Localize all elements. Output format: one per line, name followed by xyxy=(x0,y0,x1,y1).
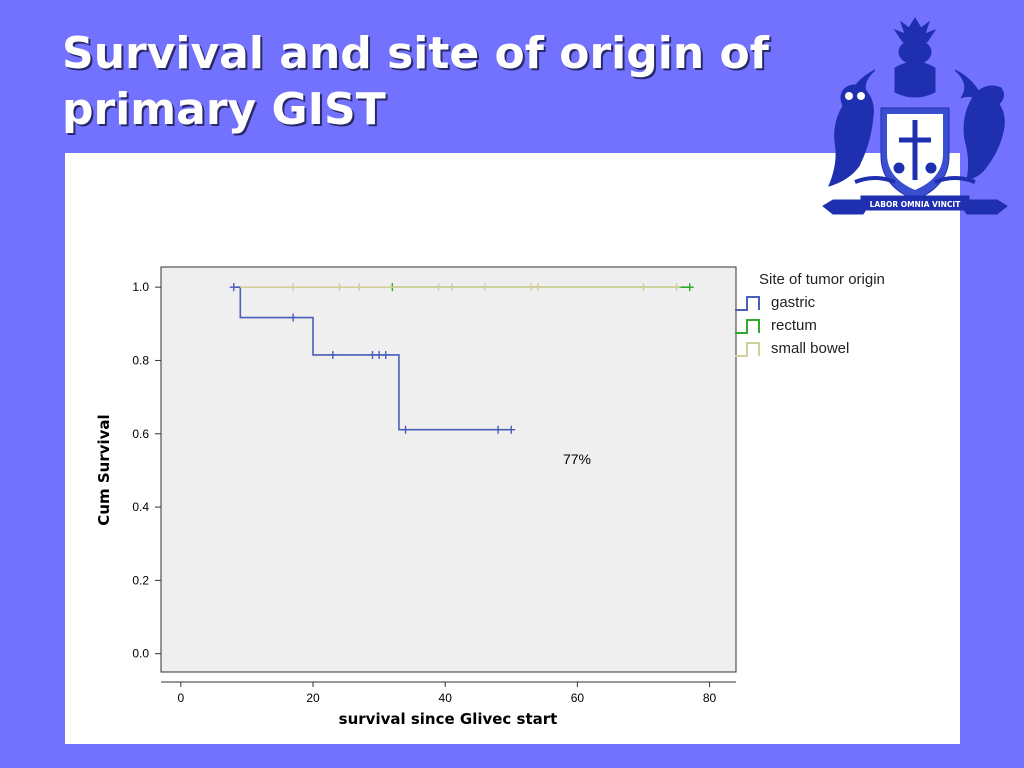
censor-mark xyxy=(289,313,298,322)
x-tick-label: 80 xyxy=(703,691,717,705)
censor-mark xyxy=(447,283,456,292)
censor-mark xyxy=(289,283,298,292)
y-tick-label: 1.0 xyxy=(132,280,149,294)
censor-mark xyxy=(494,425,503,434)
x-tick-label: 0 xyxy=(177,691,184,705)
legend-swatch xyxy=(735,319,760,334)
legend-item: gastric xyxy=(771,294,816,311)
series-layer xyxy=(229,283,694,434)
legend-item: small bowel xyxy=(771,340,849,357)
censor-mark xyxy=(381,350,390,359)
university-crest: LABOR OMNIA VINCIT xyxy=(822,17,1008,215)
censor-mark xyxy=(533,283,542,292)
censor-mark xyxy=(639,283,648,292)
survival-chart: 0.0 0.2 0.4 0.6 0.8 1.0 0 20 40 60 80 Site of tumo… xyxy=(95,266,885,728)
censor-mark xyxy=(335,283,344,292)
plot-area xyxy=(160,266,737,673)
y-tick-label: 0.8 xyxy=(132,353,149,367)
y-axis-label: Cum Survival xyxy=(95,414,113,525)
censor-mark xyxy=(434,283,443,292)
series-line-gastric xyxy=(233,286,512,431)
x-axis-label: survival since Glivec start xyxy=(339,710,558,728)
legend-layer: Site of tumor origin gastric rectum small b… xyxy=(735,271,885,357)
owl-supporter-icon xyxy=(828,84,874,187)
y-tick-label: 0.2 xyxy=(132,573,149,587)
helmet-icon xyxy=(894,61,936,98)
censor-mark xyxy=(355,283,364,292)
annotation-label: 77% xyxy=(563,451,591,467)
censor-mark xyxy=(328,350,337,359)
axes-layer: 0.0 0.2 0.4 0.6 0.8 1.0 0 20 40 60 80 xyxy=(132,266,737,705)
legend-item: rectum xyxy=(771,317,817,334)
censor-mark xyxy=(672,283,681,292)
stag-head-icon xyxy=(893,17,937,43)
legend-swatch xyxy=(735,296,760,311)
censor-mark xyxy=(401,425,410,434)
x-tick-label: 60 xyxy=(571,691,585,705)
censor-mark xyxy=(685,283,694,292)
y-tick-label: 0.6 xyxy=(132,427,149,441)
legend-title: Site of tumor origin xyxy=(759,271,885,288)
x-tick-label: 40 xyxy=(439,691,453,705)
crest-motto: LABOR OMNIA VINCIT xyxy=(870,200,962,209)
x-tick-label: 20 xyxy=(306,691,320,705)
y-tick-label: 0.0 xyxy=(132,647,149,661)
horse-supporter-icon xyxy=(963,85,1005,181)
slide-title: Survival and site of origin of primary G… xyxy=(62,28,769,135)
censor-mark xyxy=(507,425,516,434)
legend-swatch xyxy=(735,342,760,357)
censor-mark xyxy=(229,283,238,292)
y-tick-label: 0.4 xyxy=(132,500,149,514)
chart-panel: 0.0 0.2 0.4 0.6 0.8 1.0 0 20 40 60 80 Site of tumo… xyxy=(65,153,960,744)
censor-mark xyxy=(480,283,489,292)
